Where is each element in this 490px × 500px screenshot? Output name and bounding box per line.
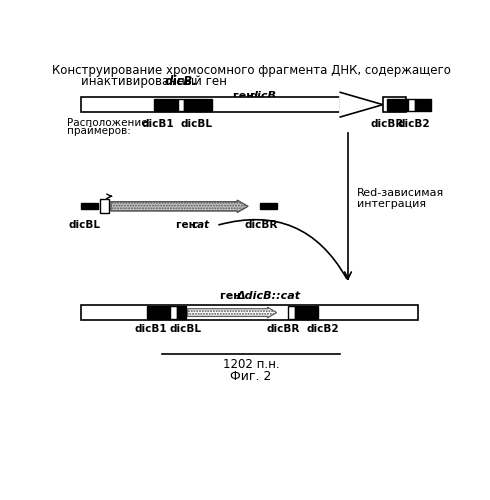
Text: Red-зависимая
интеграция: Red-зависимая интеграция [357, 188, 444, 210]
Text: dicB1: dicB1 [142, 118, 174, 128]
Text: dicBL: dicBL [169, 324, 201, 334]
Text: ген: ген [220, 291, 245, 301]
Polygon shape [340, 92, 383, 117]
Text: dicB1: dicB1 [134, 324, 167, 334]
Bar [177, 306, 186, 318]
Text: dicBL: dicBL [69, 220, 100, 230]
FancyArrow shape [188, 307, 277, 318]
Text: Конструирование хромосомного фрагмента ДНК, содержащего: Конструирование хромосомного фрагмента Д… [51, 64, 451, 77]
Text: Расположение: Расположение [68, 118, 148, 128]
Text: ген: ген [233, 91, 258, 101]
Text: 1202 п.н.: 1202 п.н. [223, 358, 279, 371]
Bar [170, 306, 177, 318]
Text: dicBR: dicBR [245, 220, 278, 230]
Text: инактивированный ген: инактивированный ген [81, 76, 230, 88]
Bar [147, 306, 170, 318]
Bar [409, 98, 416, 111]
Bar [383, 97, 406, 112]
Text: праймеров:: праймеров: [68, 126, 131, 136]
Bar [294, 306, 318, 318]
Bar [154, 98, 177, 111]
Text: Фиг. 2: Фиг. 2 [230, 370, 272, 382]
Bar [416, 98, 431, 111]
Text: ΔdicB::cat: ΔdicB::cat [236, 291, 300, 301]
Bar [184, 98, 212, 111]
FancyArrow shape [111, 200, 248, 212]
Text: dicB.: dicB. [164, 76, 197, 88]
Text: ген: ген [176, 220, 199, 230]
Bar [100, 200, 109, 213]
Bar [177, 98, 184, 111]
Text: dicBR: dicBR [267, 324, 300, 334]
Bar [387, 98, 409, 111]
Text: cat: cat [192, 220, 210, 230]
Bar [288, 306, 294, 318]
Text: dicB2: dicB2 [397, 118, 430, 128]
Bar [81, 97, 340, 112]
Bar [81, 305, 418, 320]
Text: dicBR: dicBR [370, 118, 403, 128]
Bar [260, 203, 277, 209]
Text: dicBL: dicBL [181, 118, 213, 128]
Text: dicB2: dicB2 [306, 324, 339, 334]
Bar [81, 203, 98, 209]
Text: dicB: dicB [249, 91, 276, 101]
